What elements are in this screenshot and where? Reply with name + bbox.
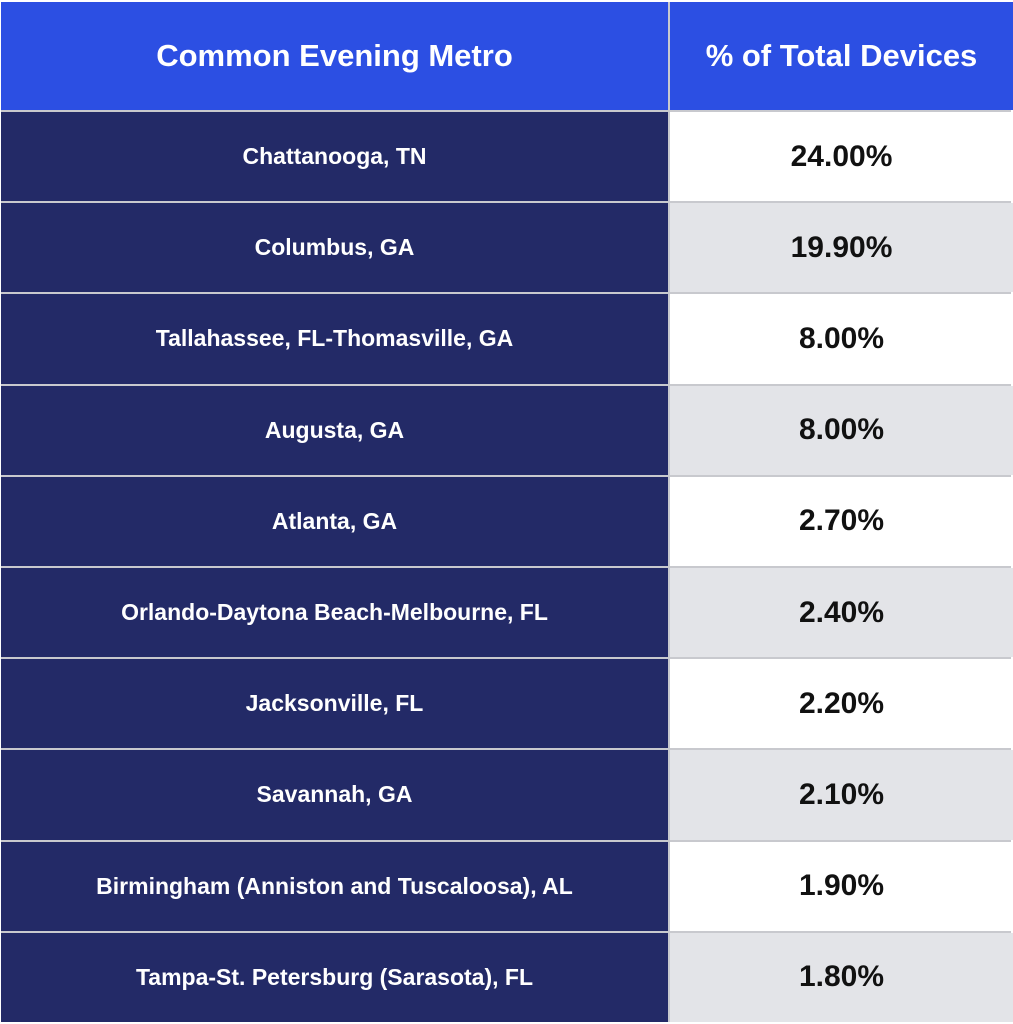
row-2-percent: 19.90% bbox=[670, 203, 1013, 293]
row-4-percent: 8.00% bbox=[670, 385, 1013, 475]
row-8-metro: Savannah, GA bbox=[1, 750, 668, 840]
row-2-metro: Columbus, GA bbox=[1, 203, 668, 293]
row-6-percent: 2.40% bbox=[670, 567, 1013, 658]
row-9-metro: Birmingham (Anniston and Tuscaloosa), AL bbox=[1, 841, 668, 931]
row-6-metro: Orlando-Daytona Beach-Melbourne, FL bbox=[1, 567, 668, 658]
header-metro: Common Evening Metro bbox=[1, 2, 668, 110]
row-3-metro: Tallahassee, FL-Thomasville, GA bbox=[1, 294, 668, 384]
row-5-percent: 2.70% bbox=[670, 476, 1013, 566]
row-10-metro: Tampa-St. Petersburg (Sarasota), FL bbox=[1, 932, 668, 1022]
row-9-percent: 1.90% bbox=[670, 841, 1013, 931]
row-7-percent: 2.20% bbox=[670, 659, 1013, 749]
row-3-percent: 8.00% bbox=[670, 294, 1013, 384]
row-5-metro: Atlanta, GA bbox=[1, 476, 668, 566]
row-4-metro: Augusta, GA bbox=[1, 385, 668, 475]
row-7-metro: Jacksonville, FL bbox=[1, 659, 668, 749]
row-8-percent: 2.10% bbox=[670, 750, 1013, 840]
row-10-percent: 1.80% bbox=[670, 932, 1013, 1022]
row-1-metro: Chattanooga, TN bbox=[1, 112, 668, 202]
row-1-percent: 24.00% bbox=[670, 112, 1013, 202]
header-percent: % of Total Devices bbox=[670, 2, 1013, 110]
